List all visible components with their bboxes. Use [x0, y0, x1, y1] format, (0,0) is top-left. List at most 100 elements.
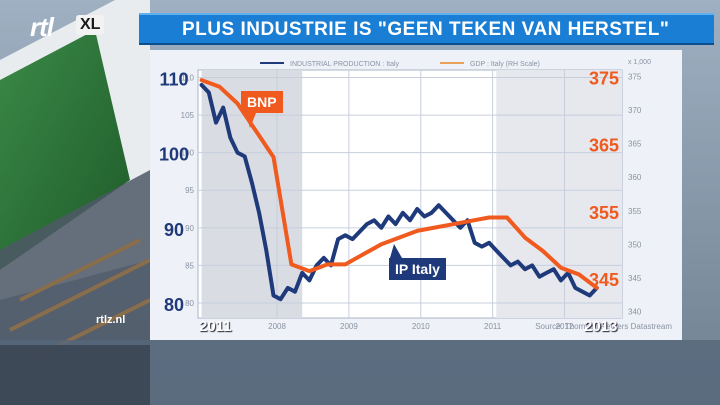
y-right-tick-label: 370: [628, 106, 642, 115]
y-left-big-tick-label: 110: [159, 70, 188, 90]
y-right-unit-label: x 1,000: [628, 59, 651, 66]
y-left-tick-label: 90: [185, 224, 194, 233]
data-point-gdp: [596, 287, 598, 289]
data-point-industrial-production: [258, 212, 260, 214]
data-point-industrial-production: [430, 212, 433, 214]
data-point-industrial-production: [351, 238, 354, 240]
data-point-industrial-production: [251, 181, 253, 184]
data-point-industrial-production: [423, 215, 426, 218]
callout-bnp-pointer: [244, 108, 258, 128]
data-point-gdp: [362, 253, 365, 256]
data-point-industrial-production: [502, 257, 505, 259]
data-point-industrial-production: [236, 151, 239, 154]
data-point-industrial-production: [387, 215, 390, 218]
headline-banner: PLUS INDUSTRIE IS "GEEN TEKEN VAN HERSTE…: [139, 13, 714, 45]
data-point-industrial-production: [301, 272, 303, 274]
data-point-industrial-production: [524, 268, 526, 270]
data-point-industrial-production: [208, 91, 210, 94]
data-point-industrial-production: [265, 249, 268, 252]
data-point-gdp: [272, 156, 275, 158]
x-tick-label: 2012: [556, 322, 574, 331]
y-right-tick-label: 345: [628, 274, 642, 283]
data-point-industrial-production: [574, 287, 577, 289]
data-point-industrial-production: [380, 227, 383, 229]
data-point-industrial-production: [459, 227, 462, 229]
data-point-gdp: [416, 230, 419, 232]
rtl-xl-logo: rtl XL: [30, 12, 130, 42]
overlay-year-start: 2011: [199, 318, 232, 335]
logo-badge: XL: [76, 15, 105, 35]
data-point-industrial-production: [366, 223, 368, 225]
data-point-gdp: [434, 226, 437, 229]
data-point-industrial-production: [222, 106, 224, 109]
data-point-industrial-production: [473, 242, 476, 244]
callout-ip-pointer: [390, 244, 402, 258]
data-point-industrial-production: [581, 290, 584, 293]
data-point-industrial-production: [323, 257, 325, 259]
y-right-big-tick-label: 365: [589, 136, 619, 156]
data-point-industrial-production: [588, 294, 591, 297]
y-left-tick-label: 105: [181, 111, 195, 120]
y-left-tick-label: 85: [185, 261, 194, 270]
data-point-gdp: [380, 243, 383, 246]
headline-text: PLUS INDUSTRIE IS "GEEN TEKEN VAN HERSTE…: [182, 19, 670, 40]
data-point-industrial-production: [358, 230, 361, 233]
y-right-tick-label: 340: [628, 307, 642, 316]
data-point-industrial-production: [229, 136, 232, 139]
data-point-industrial-production: [517, 260, 519, 263]
y-right-big-tick-label: 355: [589, 203, 619, 223]
data-point-gdp: [524, 236, 526, 239]
y-right-tick-label: 355: [628, 207, 642, 216]
data-point-industrial-production: [272, 294, 275, 297]
y-right-tick-label: 365: [628, 140, 642, 149]
data-point-industrial-production: [373, 219, 375, 222]
data-point-industrial-production: [394, 223, 397, 225]
data-point-industrial-production: [337, 238, 339, 240]
y-right-big-tick-label: 375: [589, 69, 619, 89]
y-right-tick-label: 360: [628, 173, 642, 182]
y-left-big-tick-label: 80: [164, 295, 184, 315]
data-point-gdp: [236, 102, 239, 105]
data-point-gdp: [344, 263, 347, 266]
data-point-industrial-production: [416, 208, 419, 210]
data-point-industrial-production: [437, 204, 440, 207]
x-tick-label: 2008: [268, 322, 286, 331]
y-left-tick-label: 95: [185, 186, 194, 195]
site-url: rtlz.nl: [96, 314, 126, 326]
data-point-industrial-production: [279, 298, 282, 300]
data-point-industrial-production: [481, 245, 483, 248]
data-point-gdp: [290, 263, 293, 266]
data-point-gdp: [218, 86, 221, 88]
data-point-industrial-production: [495, 249, 498, 252]
data-point-gdp: [308, 270, 311, 272]
legend-label: INDUSTRIAL PRODUCTION : Italy: [290, 61, 400, 68]
x-tick-label: 2011: [484, 322, 502, 331]
data-point-industrial-production: [560, 279, 562, 282]
y-left-tick-label: 80: [185, 299, 194, 308]
data-point-industrial-production: [552, 268, 555, 270]
data-point-industrial-production: [308, 279, 311, 282]
legend-label: GDP : Italy (RH Scale): [470, 61, 540, 68]
data-point-gdp: [506, 216, 508, 219]
callout-ip-italy: IP Italy: [389, 258, 446, 280]
y-right-big-tick-label: 345: [589, 270, 619, 290]
data-point-industrial-production: [215, 121, 217, 124]
y-left-tick-label: 110: [181, 74, 194, 83]
chart: 80 85 90 95 100 105 110 80 90 100 110 340 345 350 355 3…: [159, 59, 672, 331]
data-point-industrial-production: [545, 272, 548, 274]
data-point-gdp: [470, 220, 472, 222]
data-point-industrial-production: [200, 84, 203, 86]
data-point-gdp: [560, 266, 562, 269]
overlay-year-end: 2013: [584, 318, 618, 335]
data-point-gdp: [488, 216, 490, 219]
data-point-gdp: [452, 223, 454, 225]
data-point-industrial-production: [509, 264, 512, 267]
data-point-industrial-production: [315, 264, 318, 267]
data-point-gdp: [326, 263, 329, 266]
y-left-big-tick-label: 100: [159, 145, 189, 165]
x-tick-label: 2010: [412, 322, 430, 331]
data-point-industrial-production: [445, 212, 447, 214]
data-point-industrial-production: [344, 234, 347, 237]
data-point-industrial-production: [409, 219, 411, 222]
data-point-gdp: [200, 79, 203, 81]
